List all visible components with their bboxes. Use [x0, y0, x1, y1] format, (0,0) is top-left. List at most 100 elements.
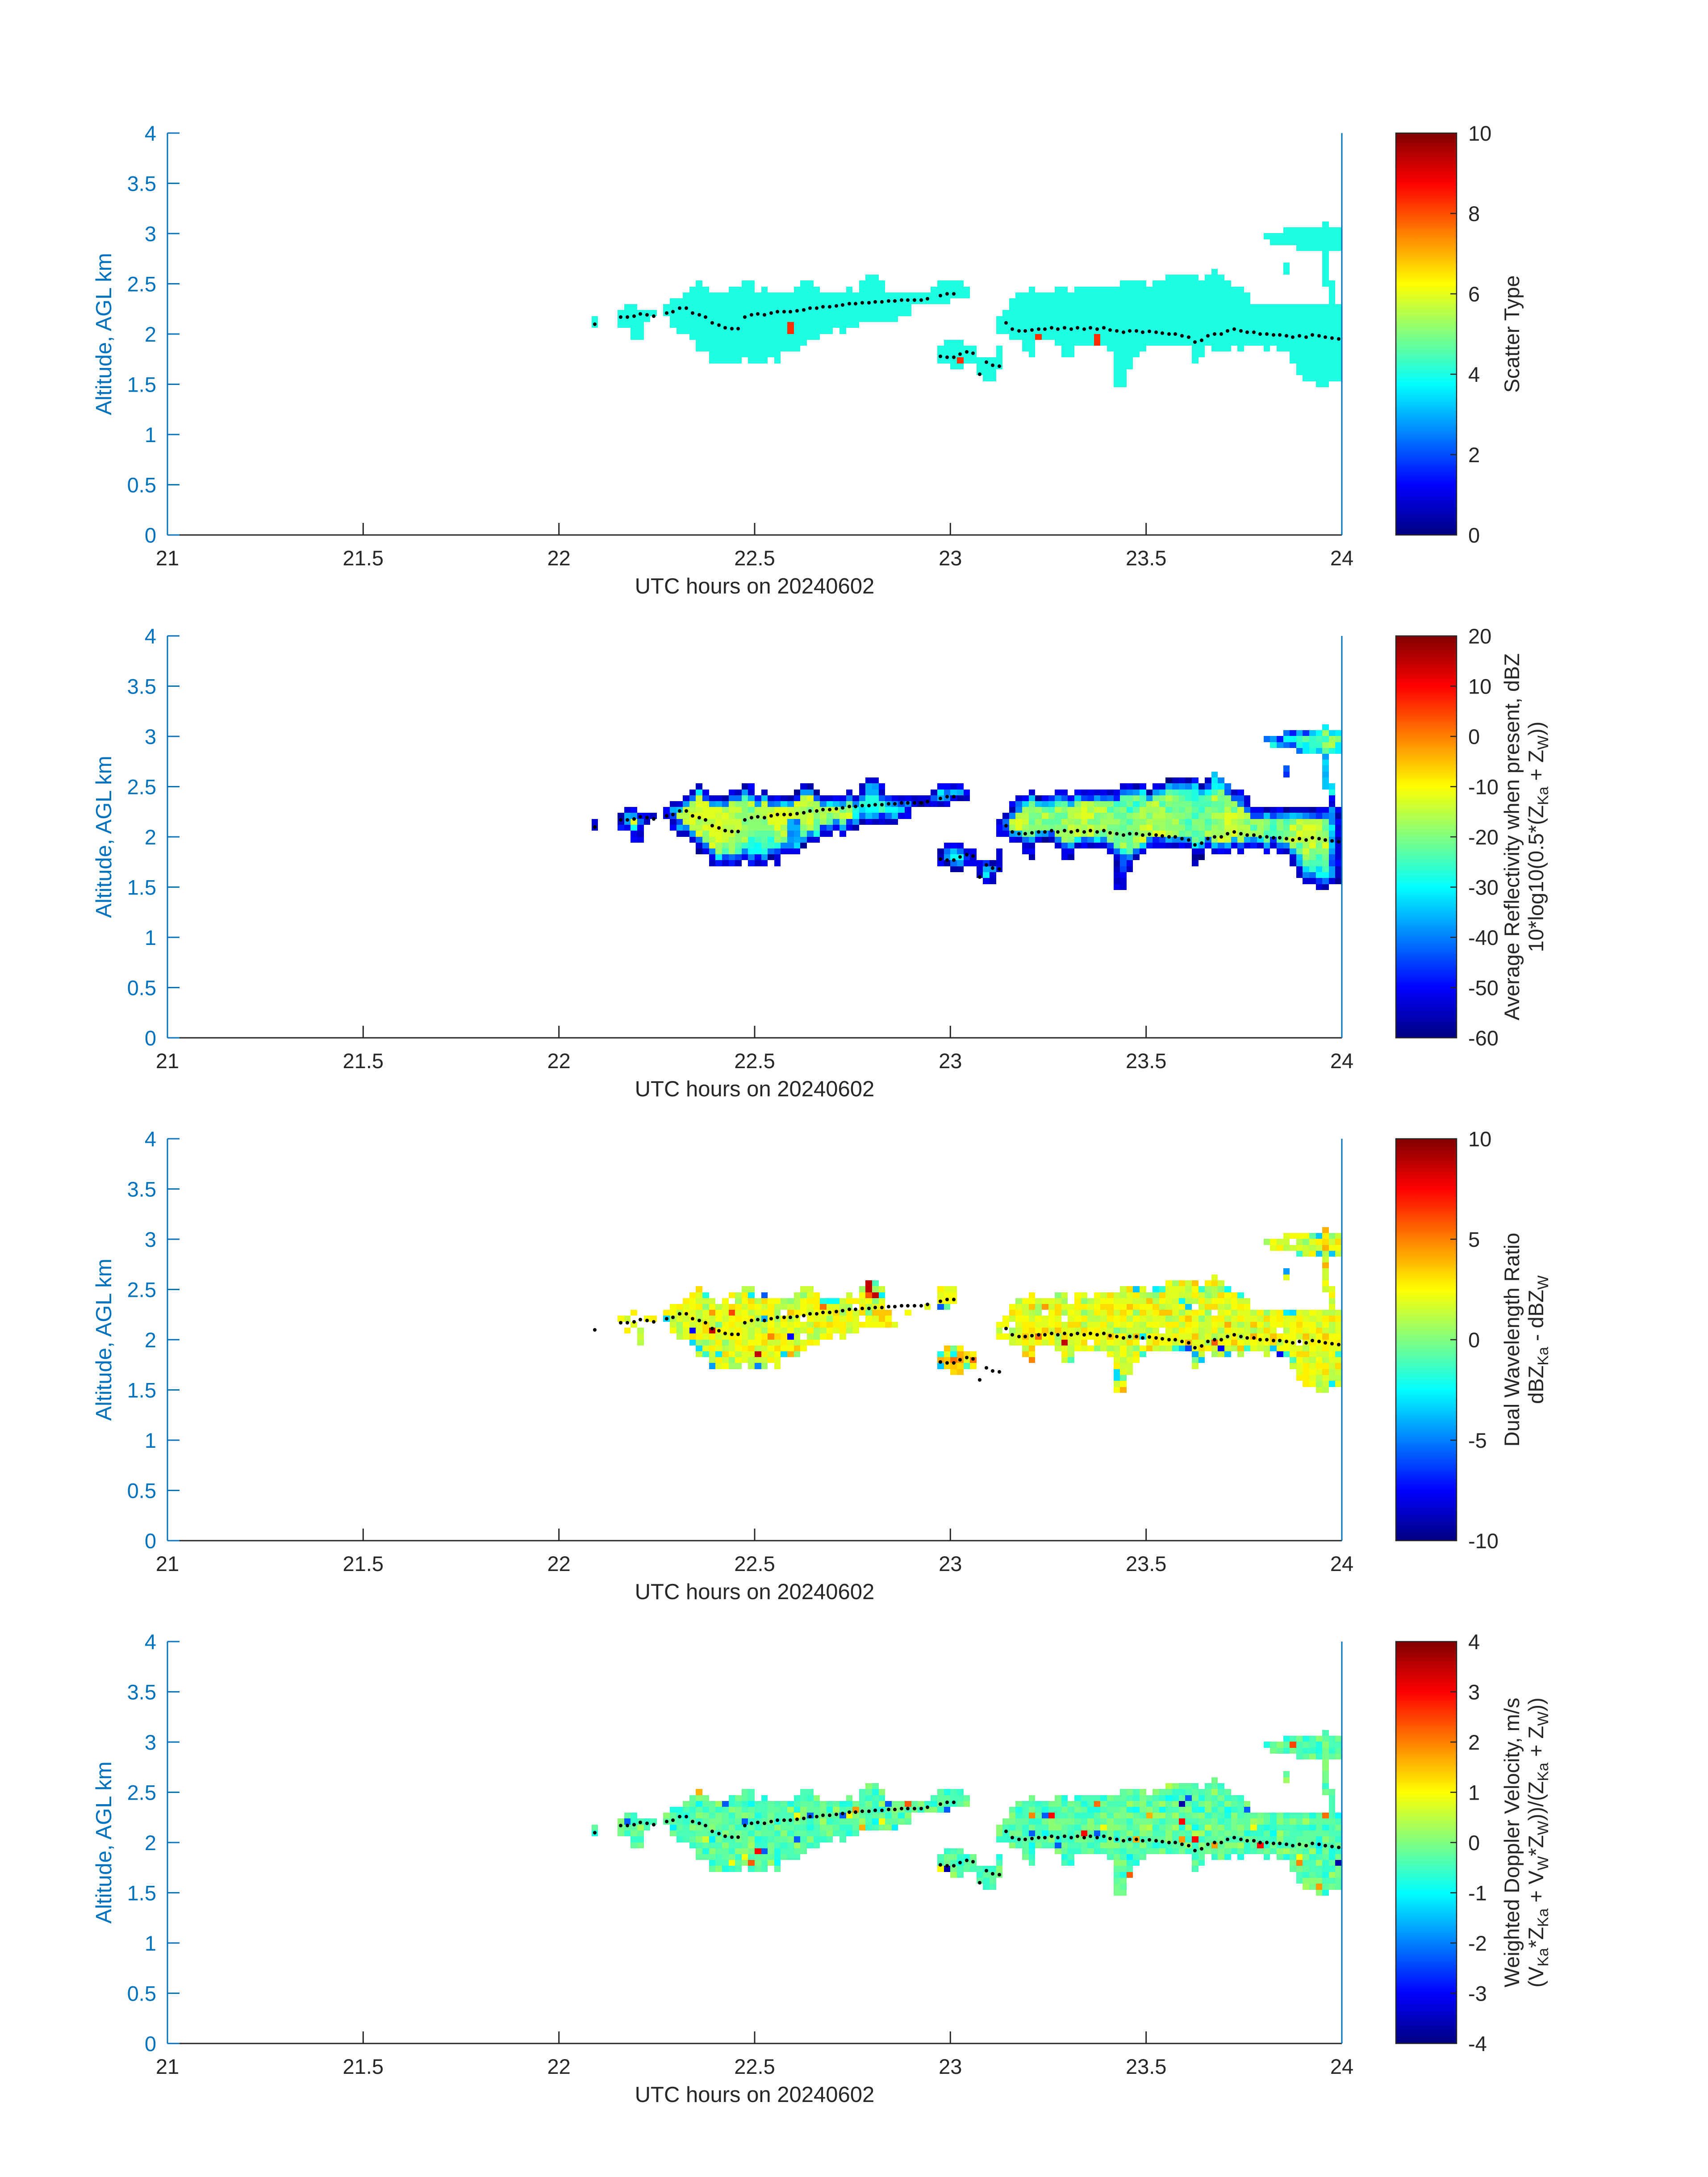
svg-text:0.5: 0.5: [127, 1982, 156, 2006]
svg-text:5: 5: [1468, 1228, 1480, 1251]
svg-text:24: 24: [1330, 2055, 1353, 2078]
svg-text:2: 2: [1468, 1730, 1480, 1754]
svg-text:22: 22: [547, 1552, 571, 1575]
svg-text:-10: -10: [1468, 1529, 1499, 1553]
svg-text:(VKa​*ZKa​ + VW​*ZW​))/(ZKa​ +: (VKa​*ZKa​ + VW​*ZW​))/(ZKa​ + ZW​)): [1524, 1697, 1552, 1987]
svg-text:-20: -20: [1468, 825, 1499, 849]
svg-text:24: 24: [1330, 546, 1353, 570]
svg-text:0: 0: [145, 1529, 156, 1553]
svg-text:-60: -60: [1468, 1026, 1499, 1050]
svg-text:10: 10: [1468, 121, 1491, 145]
svg-text:24: 24: [1330, 1552, 1353, 1575]
svg-text:2.5: 2.5: [127, 1781, 156, 1805]
svg-text:1.5: 1.5: [127, 1379, 156, 1402]
svg-text:2: 2: [145, 825, 156, 849]
svg-text:0: 0: [145, 1026, 156, 1050]
svg-text:1: 1: [145, 1931, 156, 1955]
svg-text:2.5: 2.5: [127, 272, 156, 296]
svg-text:2: 2: [145, 322, 156, 346]
svg-text:0.5: 0.5: [127, 1479, 156, 1503]
svg-text:Altitude, AGL km: Altitude, AGL km: [92, 1258, 116, 1421]
svg-text:1: 1: [145, 423, 156, 447]
svg-text:4: 4: [145, 121, 156, 145]
svg-text:2.5: 2.5: [127, 1278, 156, 1302]
svg-text:6: 6: [1468, 282, 1480, 306]
svg-text:22.5: 22.5: [734, 2055, 775, 2078]
svg-text:3: 3: [145, 222, 156, 246]
svg-text:Average Reflectivity when pres: Average Reflectivity when present, dBZ: [1500, 653, 1524, 1020]
svg-text:23: 23: [939, 1049, 962, 1073]
svg-text:2.5: 2.5: [127, 775, 156, 799]
svg-text:23: 23: [939, 1552, 962, 1575]
svg-text:23.5: 23.5: [1126, 546, 1166, 570]
svg-text:1: 1: [145, 1429, 156, 1452]
svg-text:22: 22: [547, 546, 571, 570]
svg-text:-40: -40: [1468, 926, 1499, 949]
svg-text:21.5: 21.5: [343, 1552, 384, 1575]
svg-text:24: 24: [1330, 1049, 1353, 1073]
svg-text:-30: -30: [1468, 876, 1499, 899]
svg-text:1.5: 1.5: [127, 373, 156, 397]
svg-text:2: 2: [145, 1831, 156, 1855]
svg-text:3.5: 3.5: [127, 675, 156, 698]
svg-text:21: 21: [156, 2055, 179, 2078]
svg-text:2: 2: [1468, 443, 1480, 467]
svg-text:4: 4: [145, 624, 156, 648]
svg-text:8: 8: [1468, 202, 1480, 226]
svg-text:2: 2: [145, 1328, 156, 1352]
svg-text:Dual Wavelength Ratio: Dual Wavelength Ratio: [1500, 1233, 1524, 1447]
svg-text:0.5: 0.5: [127, 473, 156, 497]
svg-text:dBZKa​ - dBZW​: dBZKa​ - dBZW​: [1524, 1275, 1552, 1404]
svg-text:21: 21: [156, 1049, 179, 1073]
svg-text:22.5: 22.5: [734, 546, 775, 570]
svg-text:22: 22: [547, 2055, 571, 2078]
svg-text:UTC hours on 20240602: UTC hours on 20240602: [635, 1580, 875, 1604]
svg-text:0: 0: [1468, 1328, 1480, 1352]
svg-text:3.5: 3.5: [127, 172, 156, 196]
svg-text:23: 23: [939, 2055, 962, 2078]
svg-text:22.5: 22.5: [734, 1552, 775, 1575]
svg-text:3: 3: [1468, 1680, 1480, 1704]
svg-text:1.5: 1.5: [127, 1881, 156, 1905]
svg-text:21.5: 21.5: [343, 2055, 384, 2078]
svg-text:22.5: 22.5: [734, 1049, 775, 1073]
svg-text:3: 3: [145, 1228, 156, 1251]
svg-text:-50: -50: [1468, 976, 1499, 1000]
svg-text:3: 3: [145, 1730, 156, 1754]
svg-text:UTC hours on 20240602: UTC hours on 20240602: [635, 2083, 875, 2107]
svg-text:0: 0: [145, 2032, 156, 2056]
svg-text:0: 0: [1468, 725, 1480, 748]
svg-text:21.5: 21.5: [343, 546, 384, 570]
svg-text:22: 22: [547, 1049, 571, 1073]
svg-text:1.5: 1.5: [127, 876, 156, 899]
svg-text:0: 0: [145, 523, 156, 547]
svg-text:3: 3: [145, 725, 156, 748]
svg-text:21: 21: [156, 546, 179, 570]
svg-text:Altitude, AGL km: Altitude, AGL km: [92, 1761, 116, 1923]
svg-text:1: 1: [145, 926, 156, 949]
svg-text:10: 10: [1468, 675, 1491, 698]
svg-text:4: 4: [145, 1127, 156, 1151]
svg-text:3.5: 3.5: [127, 1178, 156, 1201]
svg-text:-3: -3: [1468, 1982, 1487, 2006]
svg-text:-2: -2: [1468, 1931, 1487, 1955]
svg-text:3.5: 3.5: [127, 1680, 156, 1704]
svg-text:UTC hours on 20240602: UTC hours on 20240602: [635, 574, 875, 598]
svg-text:Weighted Doppler Velocity, m/s: Weighted Doppler Velocity, m/s: [1500, 1698, 1524, 1988]
svg-text:10: 10: [1468, 1127, 1491, 1151]
svg-text:UTC hours on 20240602: UTC hours on 20240602: [635, 1077, 875, 1101]
svg-text:4: 4: [1468, 1630, 1480, 1654]
svg-text:-4: -4: [1468, 2032, 1487, 2056]
svg-text:23: 23: [939, 546, 962, 570]
svg-text:21: 21: [156, 1552, 179, 1575]
svg-text:Altitude, AGL km: Altitude, AGL km: [92, 756, 116, 918]
svg-text:0: 0: [1468, 523, 1480, 547]
svg-text:23.5: 23.5: [1126, 1552, 1166, 1575]
svg-text:1: 1: [1468, 1781, 1480, 1805]
svg-text:20: 20: [1468, 624, 1491, 648]
svg-text:Scatter Type: Scatter Type: [1500, 276, 1524, 393]
svg-text:4: 4: [1468, 363, 1480, 386]
svg-text:23.5: 23.5: [1126, 1049, 1166, 1073]
svg-text:21.5: 21.5: [343, 1049, 384, 1073]
svg-text:0: 0: [1468, 1831, 1480, 1855]
